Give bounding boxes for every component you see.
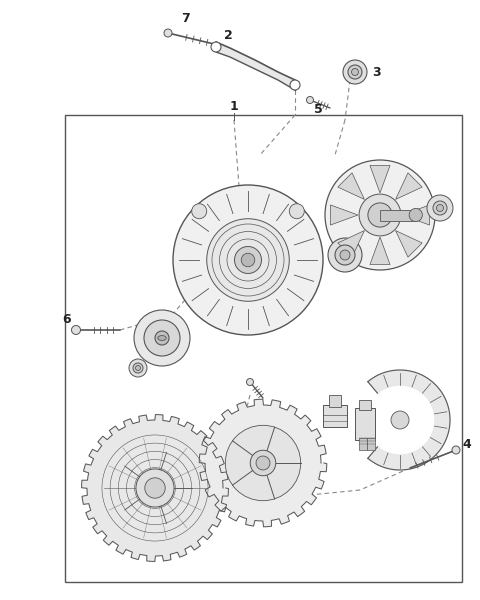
- Circle shape: [144, 320, 180, 356]
- Bar: [329, 395, 341, 407]
- Circle shape: [192, 204, 207, 219]
- Text: 4: 4: [462, 439, 471, 451]
- Polygon shape: [199, 399, 327, 527]
- Polygon shape: [330, 205, 358, 225]
- Circle shape: [225, 425, 300, 500]
- Bar: [65, 115, 462, 582]
- Text: 3: 3: [372, 65, 381, 79]
- Bar: [367, 438, 375, 450]
- Circle shape: [335, 245, 355, 265]
- Circle shape: [133, 363, 143, 373]
- Circle shape: [368, 203, 392, 227]
- Circle shape: [289, 204, 304, 219]
- Circle shape: [256, 456, 270, 470]
- Polygon shape: [396, 230, 422, 257]
- Circle shape: [427, 195, 453, 221]
- Text: 1: 1: [229, 100, 239, 113]
- Polygon shape: [338, 230, 364, 257]
- Text: 6: 6: [63, 313, 72, 326]
- Polygon shape: [396, 173, 422, 199]
- Circle shape: [307, 97, 313, 103]
- Circle shape: [343, 60, 367, 84]
- Circle shape: [211, 42, 221, 52]
- Circle shape: [135, 365, 141, 370]
- Circle shape: [173, 185, 323, 335]
- Polygon shape: [370, 237, 390, 265]
- Circle shape: [250, 450, 276, 476]
- Circle shape: [72, 325, 81, 335]
- Circle shape: [235, 247, 262, 274]
- Polygon shape: [338, 173, 364, 199]
- Bar: [380, 209, 416, 220]
- Circle shape: [145, 478, 165, 498]
- Circle shape: [348, 65, 362, 79]
- Polygon shape: [402, 205, 430, 225]
- Circle shape: [155, 331, 169, 345]
- Circle shape: [340, 250, 350, 260]
- Polygon shape: [370, 166, 390, 193]
- Circle shape: [325, 160, 435, 270]
- Circle shape: [241, 253, 255, 267]
- Circle shape: [247, 379, 253, 385]
- Circle shape: [409, 208, 422, 221]
- Polygon shape: [216, 42, 295, 90]
- Circle shape: [136, 469, 174, 507]
- Polygon shape: [368, 370, 450, 470]
- Circle shape: [452, 446, 460, 454]
- Circle shape: [391, 411, 409, 429]
- Bar: [323, 405, 347, 427]
- Circle shape: [129, 359, 147, 377]
- Text: 7: 7: [180, 12, 190, 25]
- Circle shape: [433, 201, 447, 215]
- Circle shape: [164, 29, 172, 37]
- Polygon shape: [82, 415, 228, 562]
- Circle shape: [134, 310, 190, 366]
- Ellipse shape: [158, 335, 166, 340]
- Text: 5: 5: [313, 103, 323, 116]
- Bar: [355, 408, 375, 440]
- Circle shape: [359, 194, 401, 236]
- Bar: [359, 438, 367, 450]
- Circle shape: [328, 238, 362, 272]
- Text: 2: 2: [224, 29, 232, 42]
- Circle shape: [436, 205, 444, 211]
- Bar: [359, 400, 371, 410]
- Circle shape: [207, 219, 289, 301]
- Circle shape: [290, 80, 300, 90]
- Circle shape: [351, 68, 359, 76]
